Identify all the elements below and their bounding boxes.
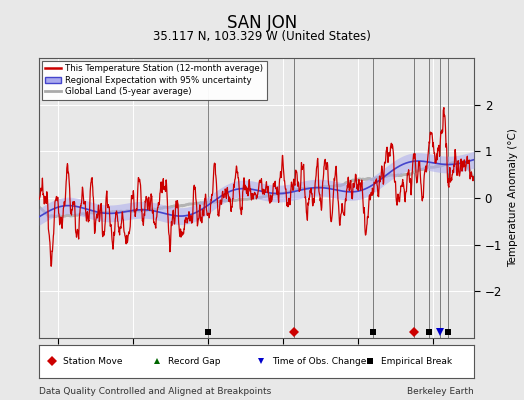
Text: Time of Obs. Change: Time of Obs. Change xyxy=(272,357,366,366)
Text: Record Gap: Record Gap xyxy=(168,357,220,366)
Text: Station Move: Station Move xyxy=(63,357,123,366)
Text: Berkeley Earth: Berkeley Earth xyxy=(408,387,474,396)
Legend: This Temperature Station (12-month average), Regional Expectation with 95% uncer: This Temperature Station (12-month avera… xyxy=(42,60,267,100)
Text: Empirical Break: Empirical Break xyxy=(381,357,452,366)
Y-axis label: Temperature Anomaly (°C): Temperature Anomaly (°C) xyxy=(508,128,518,268)
Text: 35.117 N, 103.329 W (United States): 35.117 N, 103.329 W (United States) xyxy=(153,30,371,43)
Text: SAN JON: SAN JON xyxy=(227,14,297,32)
Text: Data Quality Controlled and Aligned at Breakpoints: Data Quality Controlled and Aligned at B… xyxy=(39,387,271,396)
